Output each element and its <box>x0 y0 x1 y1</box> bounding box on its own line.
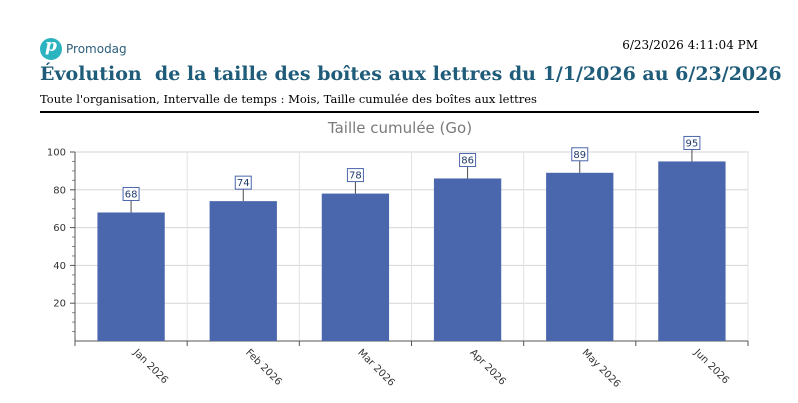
data-label-box <box>683 135 701 150</box>
bar <box>97 212 165 341</box>
bar <box>658 161 726 341</box>
bar <box>209 201 277 341</box>
x-tick-label: Jun 2026 <box>691 347 731 387</box>
x-tick-label: May 2026 <box>580 347 623 390</box>
data-labels: 68 74 78 86 89 95 <box>122 135 701 213</box>
data-label: 86 <box>461 155 474 166</box>
y-tick-label: 80 <box>53 185 66 196</box>
bar <box>321 193 390 341</box>
bars <box>97 161 726 341</box>
data-label: 89 <box>573 150 586 161</box>
gridlines <box>74 151 749 341</box>
data-label-box <box>346 168 364 183</box>
brand-logo: Promodag <box>40 36 127 60</box>
report-subtitle: Toute l'organisation, Intervalle de temp… <box>40 92 537 106</box>
data-label: 74 <box>237 178 250 189</box>
data-label-box <box>571 147 589 162</box>
data-label-box <box>234 175 252 190</box>
brand-name: Promodag <box>66 42 127 56</box>
axes <box>70 151 749 346</box>
report-timestamp: 6/23/2026 4:11:04 PM <box>622 38 758 52</box>
bar <box>546 172 614 341</box>
x-tick-label: Feb 2026 <box>243 347 284 388</box>
data-label: 78 <box>349 171 362 182</box>
chart-title: Taille cumulée (Go) <box>327 119 472 137</box>
data-label-box <box>459 152 477 167</box>
header-divider <box>40 111 759 113</box>
report-title: Évolution de la taille des boîtes aux le… <box>40 63 782 85</box>
y-tick-label: 60 <box>53 223 66 234</box>
x-tick-label: Mar 2026 <box>355 347 396 388</box>
y-tick-label: 20 <box>53 299 66 310</box>
data-label: 68 <box>125 189 138 200</box>
y-tick-label: 40 <box>53 261 66 272</box>
x-tick-label: Jan 2026 <box>130 347 170 387</box>
x-tick-label: Apr 2026 <box>467 347 507 387</box>
data-label-box <box>122 186 140 201</box>
y-tick-label: 100 <box>47 148 66 159</box>
data-label: 95 <box>686 138 699 149</box>
bar <box>433 178 502 341</box>
promodag-logo-icon <box>40 36 62 60</box>
